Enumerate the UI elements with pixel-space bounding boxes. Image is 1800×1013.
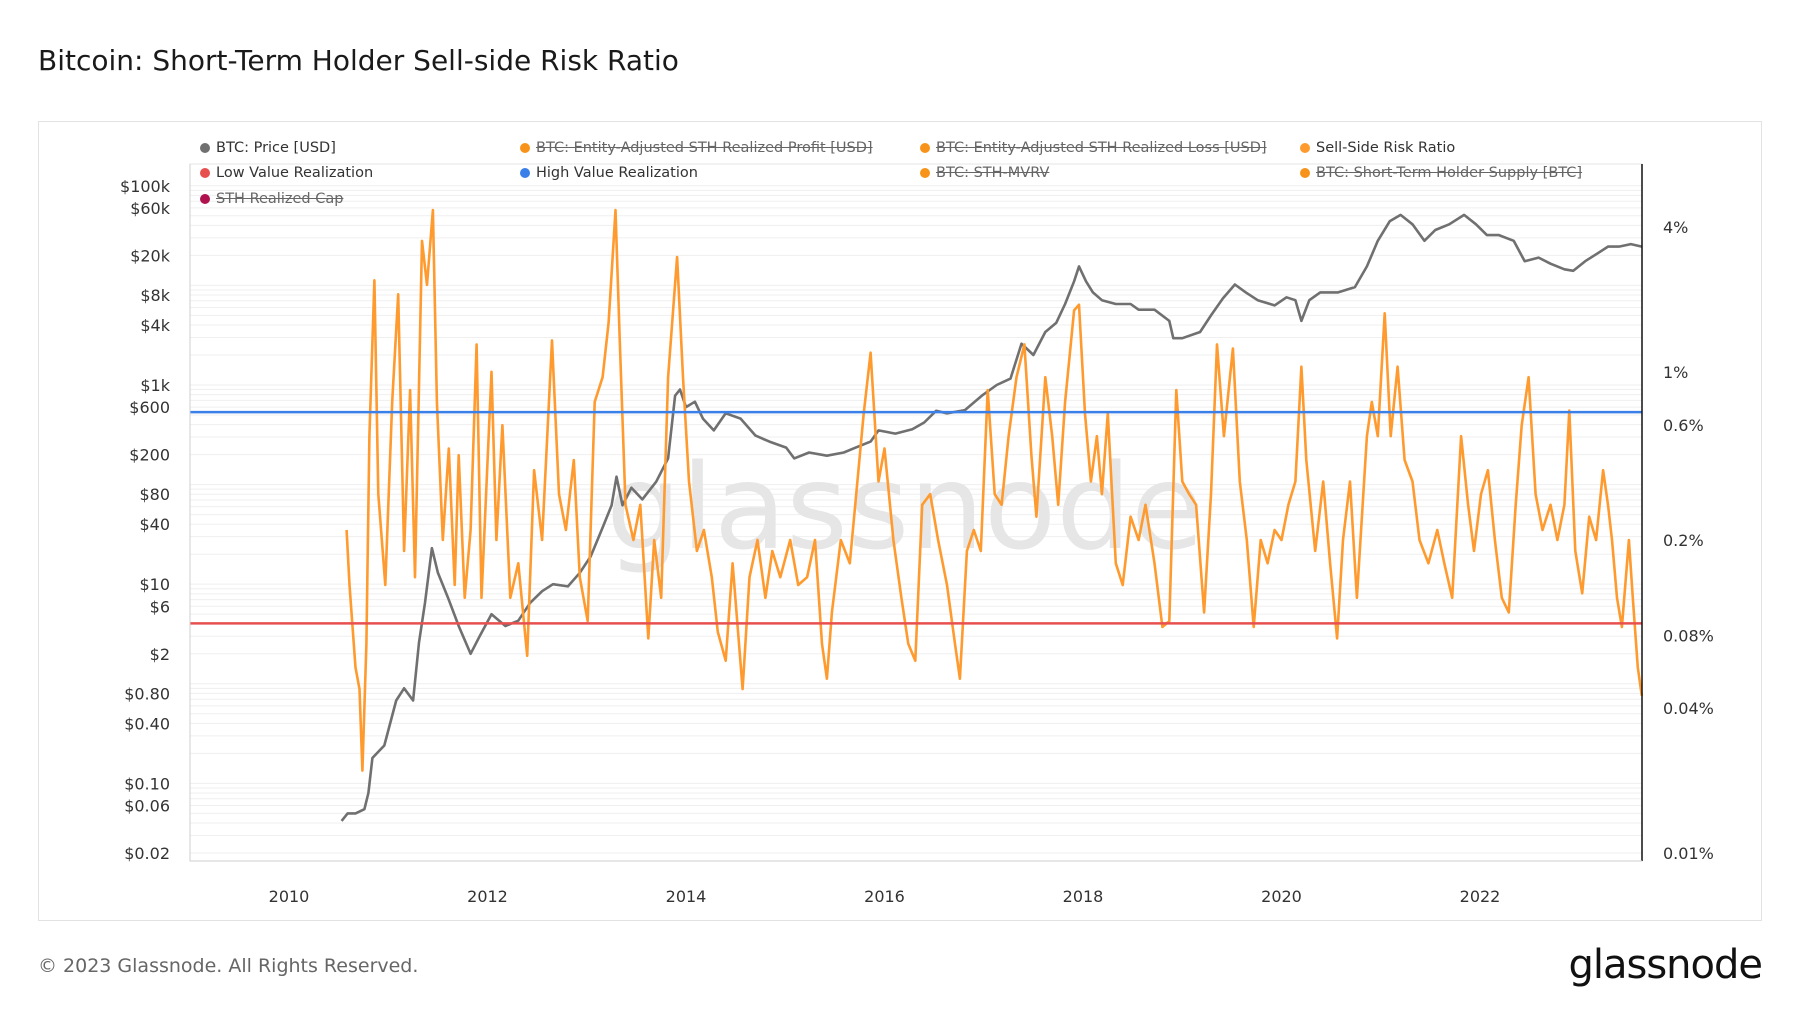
y-left-tick-label: $1k: [140, 376, 170, 395]
y-right-tick-label: 0.2%: [1663, 531, 1704, 550]
y-left-tick-label: $60k: [130, 199, 171, 218]
legend-dot-icon: [200, 143, 210, 153]
legend-label: BTC: Entity-Adjusted STH Realized Profit…: [536, 140, 873, 156]
y-right-tick-label: 0.01%: [1663, 844, 1714, 863]
y-right-tick-label: 1%: [1663, 363, 1688, 382]
y-left-tick-label: $2: [150, 645, 170, 664]
page-title: Bitcoin: Short-Term Holder Sell-side Ris…: [38, 44, 679, 77]
x-tick-label: 2018: [1063, 887, 1104, 906]
legend-label: High Value Realization: [536, 165, 698, 181]
y-left-tick-label: $8k: [140, 286, 170, 305]
glassnode-logo: glassnode: [1568, 942, 1763, 988]
y-left-tick-label: $0.80: [124, 684, 170, 703]
x-tick-label: 2012: [467, 887, 508, 906]
y-right-tick-label: 4%: [1663, 218, 1688, 237]
axes: $100k $60k $20k $8k $4k $1k $600 $200 $80 $40 $10 $…: [120, 164, 1714, 906]
y-left-tick-label: $4k: [140, 316, 170, 335]
y-left-tick-label: $0.06: [124, 796, 170, 815]
legend-label: BTC: Short-Term Holder Supply [BTC]: [1316, 165, 1583, 181]
legend-label: Sell-Side Risk Ratio: [1316, 140, 1456, 156]
series-lines: [190, 208, 1644, 822]
y-left-tick-label: $10: [139, 575, 170, 594]
x-tick-label: 2016: [864, 887, 905, 906]
legend-item[interactable]: BTC: Short-Term Holder Supply [BTC]: [1300, 165, 1582, 181]
legend-label: STH Realized Cap: [216, 191, 344, 207]
legend-dot-icon: [920, 168, 930, 178]
y-left-tick-label: $100k: [120, 177, 171, 196]
y-left-tick-label: $40: [139, 515, 170, 534]
x-tick-label: 2010: [269, 887, 310, 906]
plot-area: [189, 163, 1643, 862]
copyright: © 2023 Glassnode. All Rights Reserved.: [38, 955, 419, 977]
y-left-tick-label: $80: [139, 485, 170, 504]
y-left-tick-label: $6: [150, 597, 170, 616]
legend-dot-icon: [200, 168, 210, 178]
x-tick-label: 2020: [1261, 887, 1302, 906]
gridlines: [189, 163, 1643, 862]
y-right-tick-label: 0.6%: [1663, 416, 1704, 435]
legend-item[interactable]: Low Value Realization: [200, 165, 373, 181]
legend-dot-icon: [520, 168, 530, 178]
y-left-tick-label: $20k: [130, 246, 171, 265]
chart-frame: [38, 121, 1762, 921]
legend-item[interactable]: BTC: STH-MVRV: [920, 165, 1049, 181]
x-tick-label: 2022: [1460, 887, 1501, 906]
y-right-tick-label: 0.08%: [1663, 627, 1714, 646]
legend-item[interactable]: BTC: Price [USD]: [200, 140, 336, 156]
legend-item[interactable]: BTC: Entity-Adjusted STH Realized Profit…: [520, 140, 873, 156]
y-left-tick-label: $600: [129, 398, 170, 417]
y-left-tick-label: $200: [129, 446, 170, 465]
sell-side-risk-ratio-line: [345, 208, 1644, 772]
y-left-tick-label: $0.02: [124, 844, 170, 863]
legend-dot-icon: [520, 143, 530, 153]
y-left-tick-label: $0.40: [124, 714, 170, 733]
legend-dot-icon: [1300, 143, 1310, 153]
legend-item[interactable]: BTC: Entity-Adjusted STH Realized Loss […: [920, 140, 1267, 156]
legend-item[interactable]: Sell-Side Risk Ratio: [1300, 140, 1455, 156]
legend-label: BTC: Price [USD]: [216, 140, 336, 156]
legend-item[interactable]: STH Realized Cap: [200, 191, 343, 207]
legend-label: Low Value Realization: [216, 165, 374, 181]
legend-label: BTC: Entity-Adjusted STH Realized Loss […: [936, 140, 1267, 156]
legend-label: BTC: STH-MVRV: [936, 165, 1050, 181]
y-left-tick-label: $0.10: [124, 774, 170, 793]
x-tick-label: 2014: [666, 887, 707, 906]
legend-dot-icon: [1300, 168, 1310, 178]
y-right-tick-label: 0.04%: [1663, 699, 1714, 718]
legend-dot-icon: [200, 194, 210, 204]
legend-dot-icon: [920, 143, 930, 153]
legend-item[interactable]: High Value Realization: [520, 165, 698, 181]
